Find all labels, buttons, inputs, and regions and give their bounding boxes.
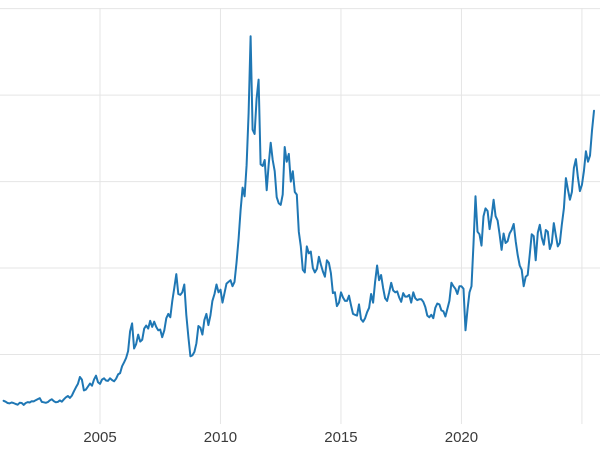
x-tick-label: 2015 <box>324 429 357 446</box>
price-series-line <box>2 35 595 406</box>
x-tick-label: 2010 <box>204 429 237 446</box>
x-tick-label: 2005 <box>83 429 116 446</box>
price-line <box>2 35 595 406</box>
x-tick-label: 2020 <box>445 429 478 446</box>
x-axis-labels: 2005 2010 2015 2020 <box>83 429 478 446</box>
grid <box>0 8 600 424</box>
